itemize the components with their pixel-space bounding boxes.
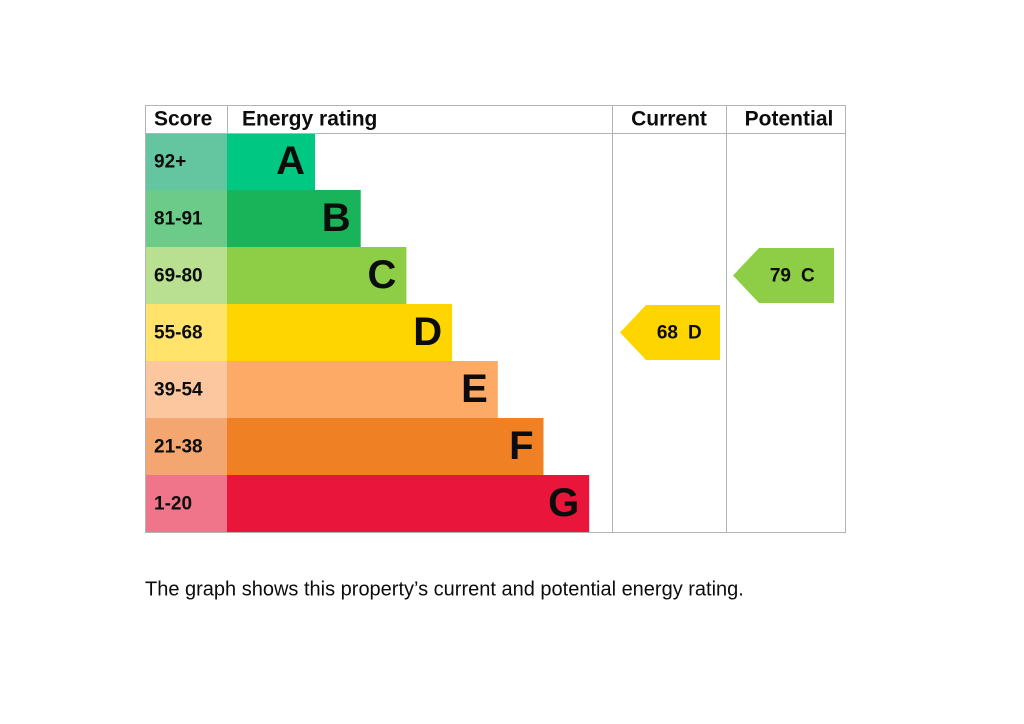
rating-bar [227,133,315,190]
potential-score: 79 [770,266,791,287]
score-label: 81-91 [154,209,203,230]
score-cell [145,304,227,361]
rating-bar [227,190,361,247]
arrows: 68 D 79 C [620,248,834,360]
score-label: 69-80 [154,266,203,287]
score-cell [145,133,227,190]
potential-arrow [733,248,834,303]
rating-letter: G [548,481,579,525]
rating-letter: B [322,196,351,240]
table-border [145,105,846,533]
score-label: 21-38 [154,437,203,458]
score-cell [145,475,227,532]
rating-bar [227,475,590,532]
score-label: 39-54 [154,380,203,401]
score-cell [145,361,227,418]
rating-bar [227,361,498,418]
score-label: 1-20 [154,494,192,515]
rating-letter: A [276,139,305,183]
rating-bar [227,247,407,304]
rating-letter: D [413,310,442,354]
header-potential: Potential [745,108,834,131]
rating-letter: E [461,367,488,411]
header-current: Current [631,108,707,131]
potential-rating: C [801,266,815,287]
current-rating: D [688,323,702,344]
header-rating: Energy rating [242,108,377,131]
caption: The graph shows this property’s current … [145,578,744,600]
score-cell [145,247,227,304]
score-label: 55-68 [154,323,203,344]
bands: 92+ A 81-91 B 69-80 C 55-68 D 39-54 E 21-38 F 1-20 G [145,133,590,532]
rating-letter: F [509,424,533,468]
score-cell [145,190,227,247]
score-label: 92+ [154,152,186,173]
current-score: 68 [657,323,678,344]
header-score: Score [154,108,212,131]
rating-bar [227,304,453,361]
current-arrow [620,305,720,360]
table-lines [145,105,846,533]
score-cell [145,418,227,475]
rating-bar [227,418,544,475]
rating-letter: C [368,253,397,297]
